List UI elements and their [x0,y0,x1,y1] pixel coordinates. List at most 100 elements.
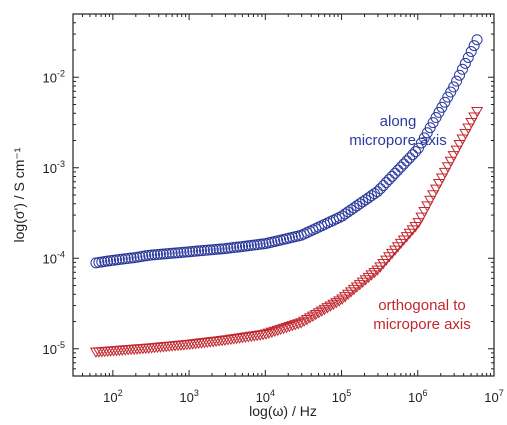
data-point [268,326,281,338]
data-point [445,86,457,98]
x-axis-label: log(ω) / Hz [249,403,317,419]
data-point [336,210,348,222]
data-point [315,306,328,317]
data-point [201,244,213,256]
data-point [456,63,468,75]
data-point [348,202,360,214]
data-point [339,208,351,220]
data-point [259,329,273,340]
data-point [198,244,210,256]
series-along [90,34,483,269]
annotation-line: along [380,113,417,130]
data-point [468,112,481,123]
data-point [430,112,442,124]
x-tick-label: 103 [179,388,198,405]
data-point [468,40,480,52]
data-point [371,186,383,198]
data-point [213,243,225,255]
data-point [362,272,375,284]
data-point [195,245,207,257]
data-point [383,173,395,185]
annotation-line: micropore axis [373,316,471,333]
data-point [442,91,454,103]
y-tick-label: 10-5 [43,340,65,357]
data-point [175,246,187,258]
data-point [312,308,325,319]
data-point [160,248,172,260]
data-point [380,177,392,189]
annotation-line: micropore axis [349,132,447,149]
data-point [342,206,354,218]
data-point [465,117,478,129]
data-point [471,34,483,46]
data-point [429,184,443,195]
data-point [432,179,446,190]
data-point [193,245,205,257]
data-point [441,162,454,173]
data-point [412,218,425,229]
data-point [392,164,404,176]
data-point [421,127,433,139]
data-point [456,134,469,145]
x-tick-label: 102 [103,388,122,405]
data-point [386,170,398,182]
data-point [333,296,346,307]
data-point [342,289,355,301]
data-point [363,192,375,204]
data-point [324,301,337,312]
data-point [435,173,448,184]
y-tick-label: 10-4 [43,249,65,266]
data-point [166,247,178,259]
data-point [410,146,422,158]
data-point [344,287,358,298]
data-point [395,161,407,173]
data-point [444,156,457,168]
data-point [345,204,357,216]
data-point [336,294,349,305]
data-point [451,75,463,87]
data-point [347,284,361,296]
data-point [465,46,477,58]
data-point [356,277,369,288]
data-point [401,155,413,167]
data-point [407,149,419,161]
y-tick-label: 10-2 [43,68,65,85]
data-point [149,249,161,261]
data-point [152,249,164,261]
x-tick-label: 104 [256,388,275,405]
data-point [471,106,484,118]
data-point [365,270,378,281]
data-point [187,245,199,257]
data-point [169,247,181,259]
data-point [398,158,410,170]
data-series [89,34,484,358]
data-point [412,142,424,154]
data-point [447,151,460,162]
data-point [438,167,451,179]
data-point [418,206,431,218]
data-point [448,81,460,93]
data-point [427,117,439,129]
data-point [289,320,302,331]
data-point [433,106,445,118]
data-point [210,243,222,255]
data-point [374,183,386,195]
data-point [262,328,276,339]
data-point [453,140,466,151]
y-axis-ticks: 10-5 10-4 10-3 10-2 [43,13,494,370]
data-point [204,244,216,256]
data-point [453,69,465,81]
annotation-along: along micropore axis [349,113,447,149]
data-point [157,248,169,260]
data-point [286,321,299,332]
data-point [377,180,389,192]
data-point [459,129,472,140]
x-tick-label: 106 [408,388,427,405]
x-tick-label: 107 [484,388,503,405]
data-point [303,313,317,324]
data-point [368,267,381,279]
data-point [353,280,366,291]
data-point [357,196,369,208]
data-point [366,190,378,202]
